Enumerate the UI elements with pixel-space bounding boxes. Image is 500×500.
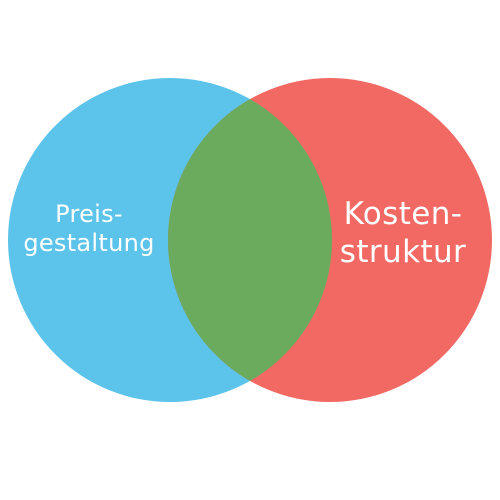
label-preisgestaltung-line-1: Preis- <box>55 200 123 228</box>
label-preisgestaltung: Preis- gestaltung <box>8 200 170 259</box>
label-kostenstruktur-line-1: Kosten- <box>343 196 463 232</box>
label-kostenstruktur-line-2: struktur <box>339 233 467 270</box>
label-preisgestaltung-line-2: gestaltung <box>23 229 155 258</box>
label-kostenstruktur: Kosten- struktur <box>328 196 478 272</box>
overlap-region <box>168 78 332 402</box>
